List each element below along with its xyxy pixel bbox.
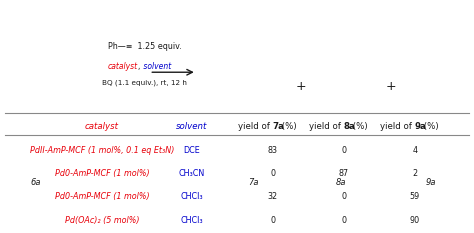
Text: 87: 87: [338, 169, 349, 178]
Text: DCE: DCE: [183, 146, 201, 155]
Text: catalyst: catalyst: [107, 62, 137, 71]
Text: (%): (%): [350, 123, 368, 131]
Text: 0: 0: [270, 216, 275, 225]
Text: +: +: [386, 80, 396, 93]
Text: 83: 83: [267, 146, 278, 155]
Text: 4: 4: [412, 146, 417, 155]
Text: solvent: solvent: [176, 123, 208, 131]
Text: solvent: solvent: [141, 62, 172, 71]
Text: ,: ,: [137, 62, 140, 71]
Text: 2: 2: [412, 169, 417, 178]
Text: 0: 0: [341, 146, 346, 155]
Text: 8a: 8a: [344, 123, 356, 131]
Text: 59: 59: [410, 192, 420, 201]
Text: 9a: 9a: [415, 123, 427, 131]
Text: Pd0-AmP-MCF (1 mol%): Pd0-AmP-MCF (1 mol%): [55, 192, 149, 201]
Text: 7a: 7a: [273, 123, 284, 131]
Text: BQ (1.1 equiv.), rt, 12 h: BQ (1.1 equiv.), rt, 12 h: [102, 79, 187, 86]
Text: 9a: 9a: [426, 178, 437, 187]
Text: CHCl₃: CHCl₃: [181, 192, 203, 201]
Text: CH₃CN: CH₃CN: [179, 169, 205, 178]
Text: yield of: yield of: [309, 123, 344, 131]
Text: 8a: 8a: [336, 178, 346, 187]
Text: Pd0-AmP-MCF (1 mol%): Pd0-AmP-MCF (1 mol%): [55, 169, 149, 178]
Text: Ph—≡  1.25 equiv.: Ph—≡ 1.25 equiv.: [108, 42, 182, 51]
Text: yield of: yield of: [238, 123, 273, 131]
Text: 6a: 6a: [30, 178, 41, 187]
Text: catalyst: catalyst: [85, 123, 119, 131]
Text: 7a: 7a: [248, 178, 259, 187]
Text: Pd(OAc)₂ (5 mol%): Pd(OAc)₂ (5 mol%): [64, 216, 139, 225]
Text: 0: 0: [341, 216, 346, 225]
Text: +: +: [296, 80, 306, 93]
Text: 90: 90: [410, 216, 420, 225]
Text: CHCl₃: CHCl₃: [181, 216, 203, 225]
Text: (%): (%): [279, 123, 297, 131]
Text: PdII-AmP-MCF (1 mol%, 0.1 eq Et₃N): PdII-AmP-MCF (1 mol%, 0.1 eq Et₃N): [30, 146, 174, 155]
Text: (%): (%): [421, 123, 439, 131]
Text: 0: 0: [270, 169, 275, 178]
Text: 32: 32: [267, 192, 278, 201]
Text: yield of: yield of: [380, 123, 415, 131]
Text: 0: 0: [341, 192, 346, 201]
